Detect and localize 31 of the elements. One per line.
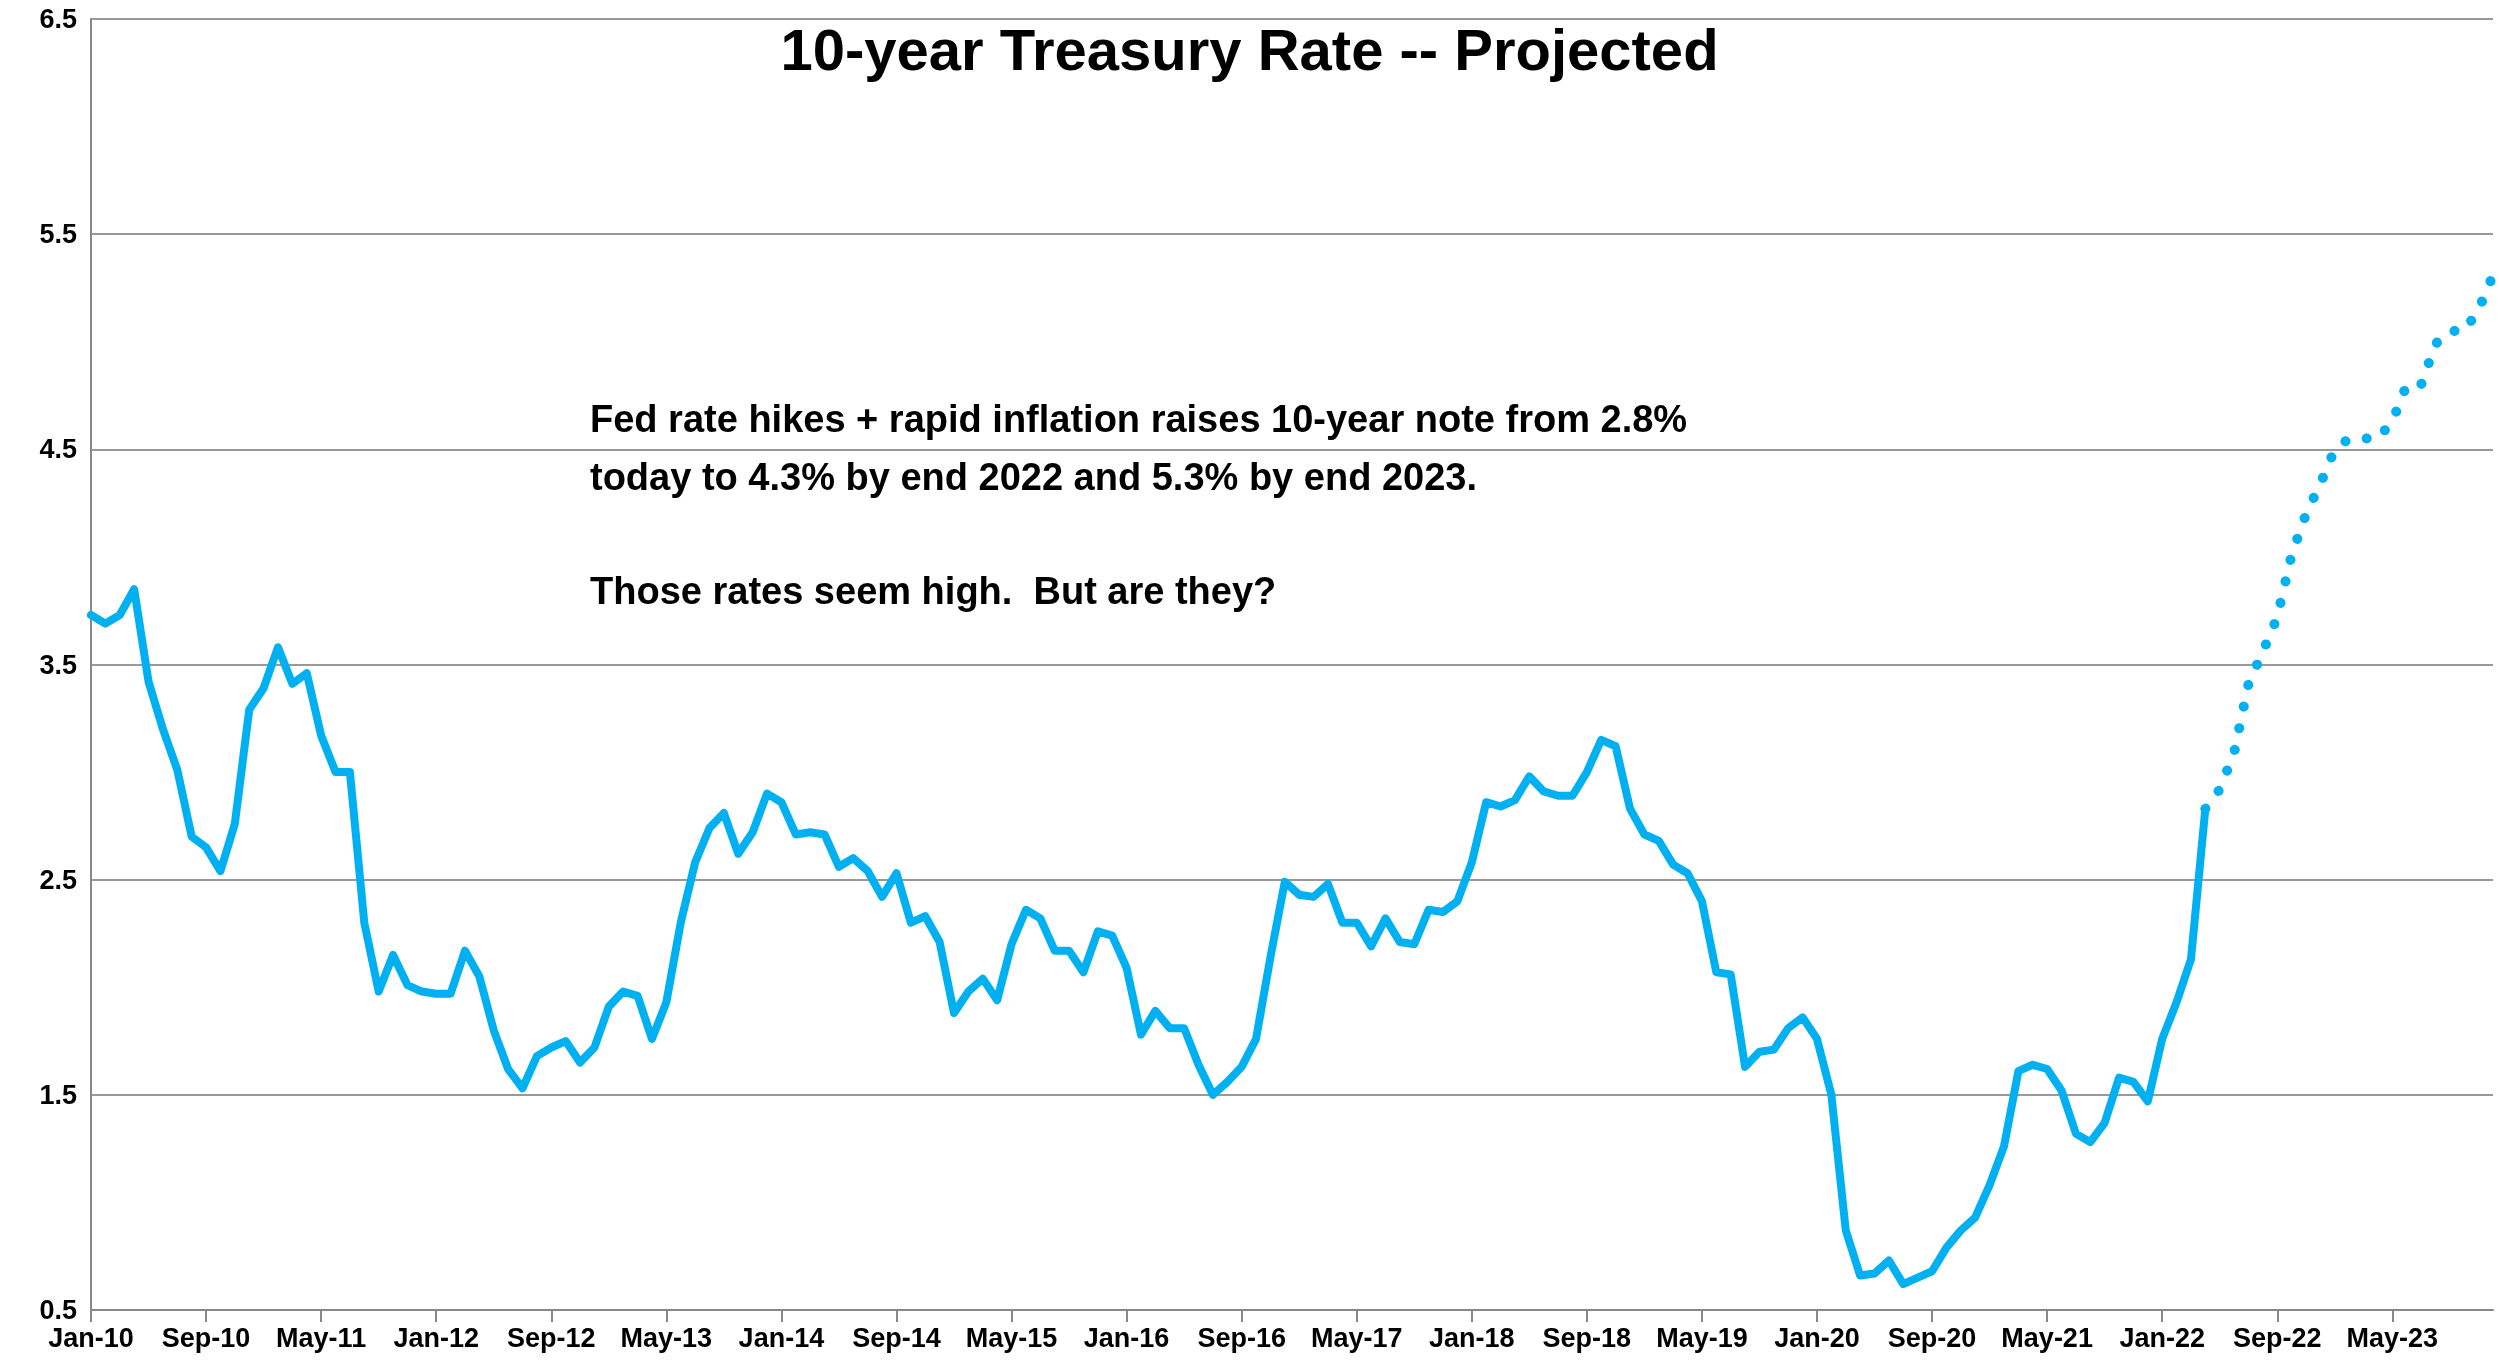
x-tick-label: May-19	[1656, 1322, 1748, 1353]
x-tick-label: Sep-12	[506, 1322, 596, 1353]
x-tick-label: Sep-10	[161, 1322, 251, 1353]
x-tick-label: May-17	[1310, 1322, 1403, 1353]
x-tick-label: May-13	[620, 1322, 713, 1353]
x-tick-label: Jan-20	[1774, 1322, 1860, 1353]
y-tick-label: 2.5	[39, 864, 77, 895]
x-tick-label: Jan-12	[393, 1322, 479, 1353]
x-tick-label: Jan-16	[1083, 1322, 1170, 1353]
x-tick-label: Jan-18	[1429, 1322, 1515, 1353]
x-tick-label: Jan-10	[48, 1322, 134, 1353]
y-tick-label: 0.5	[39, 1295, 77, 1325]
x-tick-label: May-23	[2346, 1322, 2439, 1353]
x-tick-label: May-15	[965, 1322, 1058, 1353]
annotation: Those rates seem high. But are they?	[590, 570, 1277, 612]
annotation: Fed rate hikes + rapid inflation raises 10-year note from 2.8% today to 4.3% by end 2022 and 5.3% by end 2023.	[590, 398, 1698, 498]
x-tick-label: Sep-20	[1887, 1322, 1977, 1353]
x-tick-label: Sep-22	[2232, 1322, 2322, 1353]
x-tick-label: May-21	[2001, 1322, 2093, 1353]
y-tick-label: 4.5	[39, 434, 77, 465]
y-tick-label: 5.5	[39, 219, 77, 250]
y-tick-label: 6.5	[39, 4, 77, 34]
x-tick-label: Jan-22	[2119, 1322, 2205, 1353]
chart-title: 10-year Treasury Rate -- Projected	[780, 16, 1719, 82]
x-tick-label: Sep-16	[1197, 1322, 1286, 1353]
x-tick-label: May-11	[276, 1322, 367, 1353]
x-tick-label: Jan-14	[738, 1322, 825, 1353]
y-tick-label: 1.5	[39, 1079, 77, 1110]
x-tick-label: Sep-18	[1542, 1322, 1632, 1353]
y-tick-label: 3.5	[39, 649, 77, 680]
x-tick-label: Sep-14	[852, 1322, 941, 1353]
